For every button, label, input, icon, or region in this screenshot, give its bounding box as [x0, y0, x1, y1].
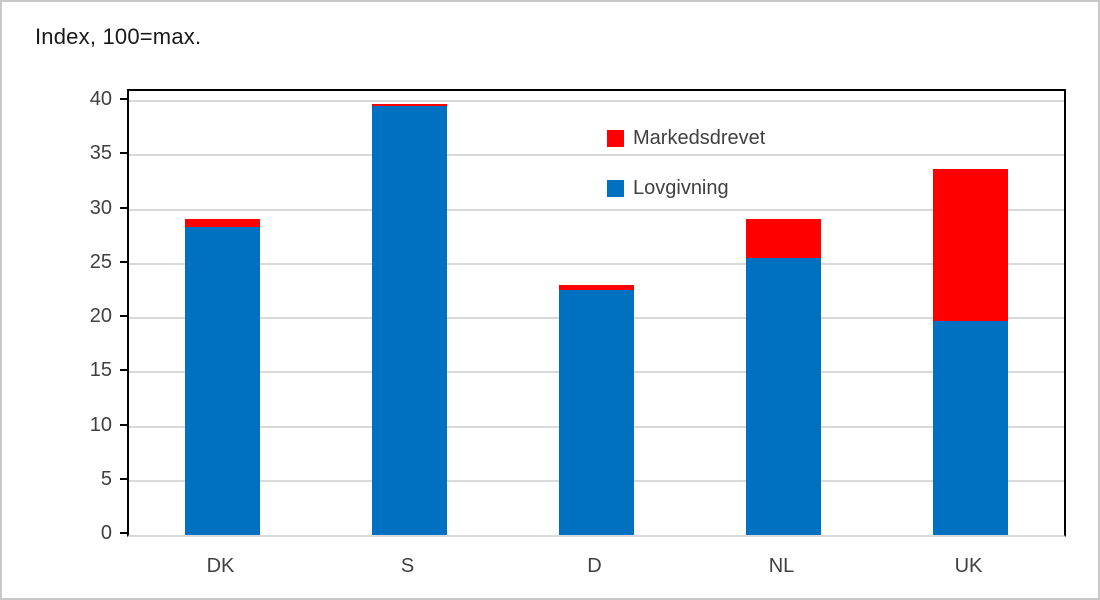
y-tick-mark-15: [120, 369, 127, 372]
y-tick-mark-30: [120, 206, 127, 209]
bar-dk-markedsdrevet: [185, 219, 260, 227]
y-tick-label-25: 25: [89, 250, 112, 273]
y-tick-label-30: 30: [89, 196, 112, 219]
plot-area: Markedsdrevet Lovgivning: [127, 89, 1066, 537]
legend-item-markedsdrevet: Markedsdrevet: [607, 127, 765, 150]
y-tick-label-15: 15: [89, 359, 112, 382]
bar-s-lovgivning: [372, 106, 447, 535]
x-tick-label-d: D: [587, 555, 602, 577]
y-tick-mark-40: [120, 98, 127, 100]
legend-swatch-icon: [607, 180, 624, 197]
x-tick-label-nl: NL: [768, 555, 795, 577]
legend-item-lovgivning: Lovgivning: [607, 177, 765, 200]
y-tick-mark-25: [120, 260, 127, 263]
bar-nl-markedsdrevet: [746, 219, 821, 258]
y-tick-mark-0: [120, 532, 127, 534]
x-tick-label-uk: UK: [954, 555, 983, 577]
y-tick-label-35: 35: [89, 142, 112, 165]
y-tick-mark-10: [120, 423, 127, 426]
y-tick-mark-5: [120, 477, 127, 480]
y-tick-label-20: 20: [89, 305, 112, 327]
bar-uk-markedsdrevet: [933, 169, 1008, 321]
bar-s-markedsdrevet: [372, 104, 447, 106]
y-tick-label-10: 10: [89, 413, 112, 436]
chart-title: Index, 100=max.: [35, 24, 202, 49]
bar-uk-lovgivning: [933, 321, 1008, 535]
chart-legend: Markedsdrevet Lovgivning: [607, 127, 765, 200]
gridline-30: [129, 208, 1064, 211]
y-tick-mark-20: [120, 315, 127, 317]
y-tick-label-40: 40: [89, 88, 112, 110]
gridline-35: [129, 154, 1064, 157]
legend-swatch-icon: [607, 130, 624, 147]
gridline-40: [129, 100, 1064, 102]
x-tick-label-s: S: [400, 555, 415, 577]
bar-nl-lovgivning: [746, 258, 821, 535]
y-tick-label-0: 0: [100, 522, 112, 544]
y-tick-label-5: 5: [100, 467, 112, 490]
bar-d-lovgivning: [559, 290, 634, 535]
bar-dk-lovgivning: [185, 227, 260, 535]
bar-d-markedsdrevet: [559, 285, 634, 290]
legend-label: Markedsdrevet: [633, 127, 766, 149]
legend-label: Lovgivning: [633, 177, 729, 199]
gridline-25: [129, 262, 1064, 265]
x-tick-label-dk: DK: [206, 555, 235, 577]
y-tick-mark-35: [120, 152, 127, 155]
